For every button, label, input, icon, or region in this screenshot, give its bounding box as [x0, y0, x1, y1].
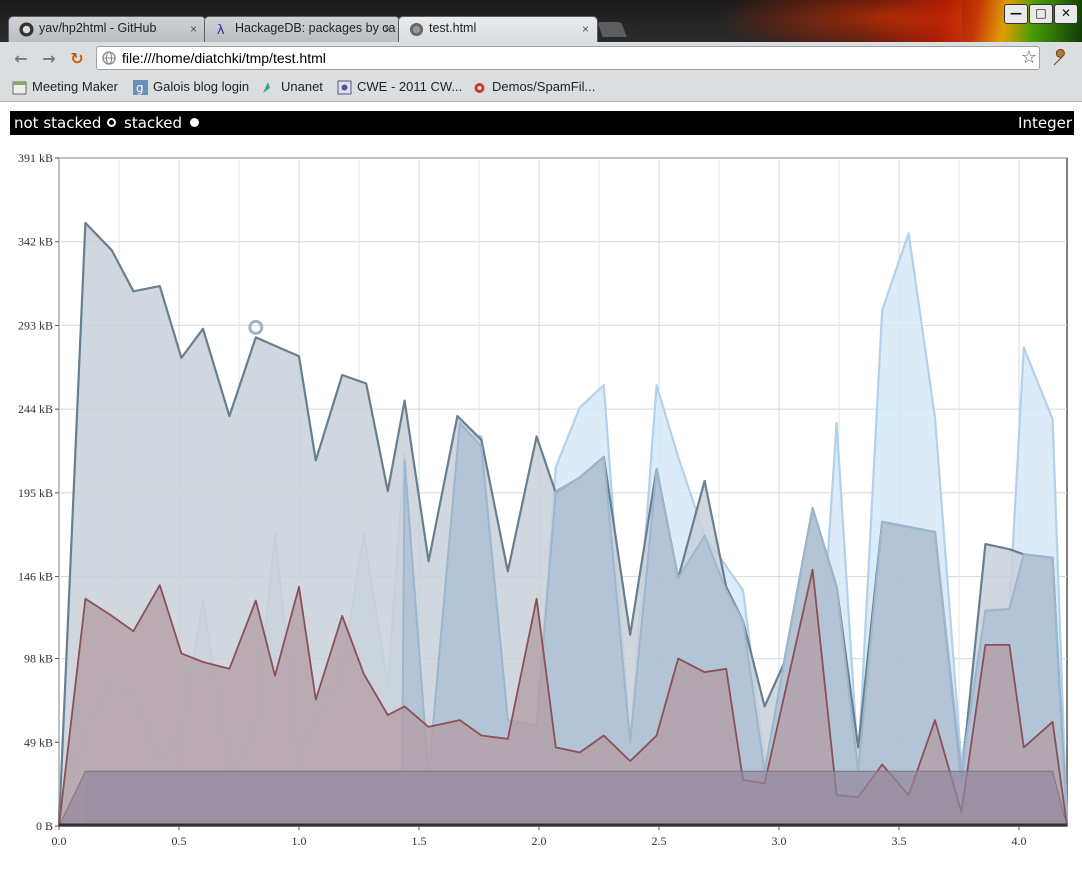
x-tick-label: 0.5 [172, 834, 187, 848]
bookmark-demos-spamfil[interactable]: Demos/SpamFil... [472, 79, 595, 94]
close-window-button[interactable]: ✕ [1054, 4, 1078, 24]
svg-text:λ: λ [217, 23, 225, 37]
github-icon [19, 22, 34, 37]
cwe-icon [337, 80, 352, 95]
bookmark-label: Demos/SpamFil... [492, 79, 596, 94]
minimize-button[interactable]: — [1004, 4, 1028, 24]
series-areas [57, 221, 1069, 827]
x-tick-label: 2.0 [532, 834, 547, 848]
bookmark-cwe[interactable]: CWE - 2011 CW... [337, 79, 463, 95]
address-bar[interactable]: file:///home/diatchki/tmp/test.html ☆ [96, 46, 1040, 70]
x-tick-label: 1.5 [412, 834, 427, 848]
y-tick-label: 98 kB [24, 652, 53, 666]
x-tick-label: 0.0 [52, 834, 67, 848]
g-icon: g [133, 80, 148, 95]
calendar-icon [12, 81, 27, 95]
y-axis: 0 B 49 kB 98 kB 146 kB 195 kB 244 kB 293 kB 342… [18, 151, 59, 833]
browser-toolbar: ← → ↻ file:///home/diatchki/tmp/test.htm… [0, 42, 1082, 76]
page-icon [409, 22, 424, 37]
lambda-icon: λ [217, 23, 225, 37]
series-line-base [58, 770, 1068, 827]
x-axis: 0.0 0.5 1.0 1.5 2.0 2.5 3.0 3.5 4.0 [52, 826, 1027, 848]
tab-close-icon[interactable]: × [581, 22, 589, 36]
series-area-base [59, 771, 1067, 826]
y-tick-label: 293 kB [18, 318, 53, 332]
type-selector[interactable]: Integer [1018, 114, 1072, 132]
x-tick-label: 2.5 [652, 834, 667, 848]
forward-button[interactable]: → [42, 49, 56, 68]
y-tick-label: 244 kB [18, 402, 53, 416]
maximize-button[interactable]: □ [1029, 4, 1053, 24]
tab-test-html[interactable]: test.html × [398, 16, 598, 42]
bookmarks-bar: Meeting Maker g Galois blog login Unanet… [0, 75, 1082, 102]
not-stacked-radio[interactable] [107, 118, 116, 127]
heap-profile-chart: 0 B 49 kB 98 kB 146 kB 195 kB 244 kB 293 kB 342… [18, 151, 1069, 848]
tab-github[interactable]: yav/hp2html - GitHub × [8, 16, 206, 42]
bookmark-label: Unanet [281, 79, 323, 94]
tab-label: yav/hp2html - GitHub [39, 21, 157, 35]
series-area-red [59, 569, 1067, 826]
page-content: not stacked stacked Integer 0 B 49 kB 98 k… [0, 102, 1082, 895]
tab-label: HackageDB: packages by ca [235, 21, 396, 35]
bookmark-label: Meeting Maker [32, 79, 118, 94]
hover-marker [248, 319, 264, 335]
page-info-icon [102, 51, 116, 65]
reload-button[interactable]: ↻ [70, 49, 84, 68]
bookmark-galois-blog[interactable]: g Galois blog login [133, 79, 250, 95]
x-tick-label: 3.5 [892, 834, 907, 848]
tab-close-icon[interactable]: × [189, 22, 197, 36]
series-line-mid [59, 421, 1068, 827]
url-text: file:///home/diatchki/tmp/test.html [122, 50, 326, 66]
bookmark-label: CWE - 2011 CW... [357, 79, 463, 94]
bookmark-unanet[interactable]: Unanet [261, 79, 323, 94]
tab-hackagedb[interactable]: λ HackageDB: packages by ca × [204, 16, 400, 42]
svg-text:g: g [136, 81, 144, 95]
back-button[interactable]: ← [14, 49, 28, 68]
tab-close-icon[interactable]: × [383, 22, 391, 36]
x-tick-label: 3.0 [772, 834, 787, 848]
stacked-radio[interactable] [190, 118, 199, 127]
stacked-label: stacked [124, 114, 183, 132]
x-tick-label: 1.0 [292, 834, 307, 848]
wrench-icon[interactable] [1051, 48, 1071, 68]
not-stacked-label: not stacked [14, 114, 102, 132]
unanet-icon [263, 82, 270, 93]
y-tick-label: 0 B [36, 819, 53, 833]
bug-icon [474, 83, 485, 93]
y-tick-label: 49 kB [24, 735, 53, 749]
mode-controls-bar: not stacked stacked Integer [10, 111, 1074, 135]
tab-label: test.html [429, 21, 477, 35]
y-tick-label: 195 kB [18, 486, 53, 500]
bookmark-meeting-maker[interactable]: Meeting Maker [12, 79, 118, 95]
bookmark-label: Galois blog login [153, 79, 250, 94]
x-tick-label: 4.0 [1012, 834, 1027, 848]
new-tab-button[interactable] [597, 22, 627, 37]
y-tick-label: 342 kB [18, 235, 53, 249]
bookmark-star-icon[interactable]: ☆ [1020, 47, 1037, 68]
hover-point [248, 319, 264, 335]
y-tick-label: 146 kB [18, 570, 53, 584]
wallpaper-glow [702, 0, 962, 42]
y-tick-label: 391 kB [18, 151, 53, 165]
